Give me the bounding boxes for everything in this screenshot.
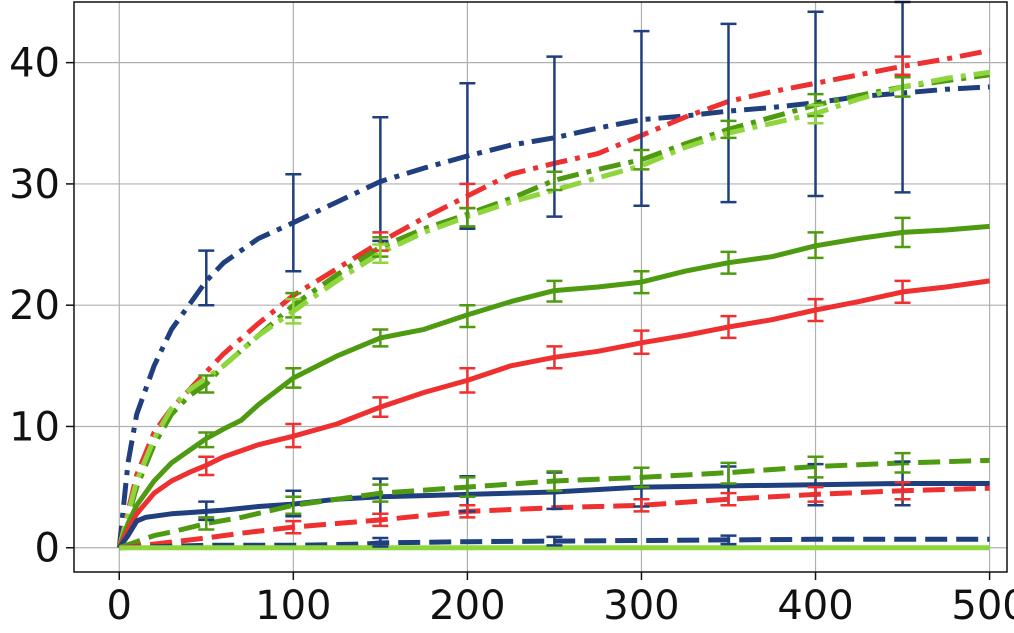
error-bar (198, 249, 215, 307)
error-bar (285, 422, 302, 449)
error-bar (198, 516, 215, 531)
plot-frame (73, 1, 1008, 573)
error-bar (720, 461, 737, 485)
error-bar (546, 345, 563, 370)
error-bar (894, 279, 911, 305)
error-bar (807, 103, 824, 125)
error-bar (720, 314, 737, 340)
error-bar (546, 535, 563, 547)
error-bar (198, 455, 215, 477)
series-line-0 (116, 84, 990, 548)
error-bar (285, 172, 302, 273)
error-bar (807, 455, 824, 479)
x-tick-label: 0 (107, 583, 132, 629)
error-bar (633, 148, 650, 171)
error-bar (372, 536, 389, 548)
series-line-5 (117, 278, 990, 549)
error-bar (459, 476, 476, 499)
error-bar (285, 297, 302, 325)
error-bar (459, 303, 476, 329)
y-tick-label: 40 (9, 41, 60, 87)
error-bar (459, 367, 476, 394)
error-bar (894, 216, 911, 249)
y-tick-label: 0 (35, 526, 60, 572)
error-bar (198, 431, 215, 449)
error-bar (372, 243, 389, 264)
error-bar (894, 451, 911, 474)
error-bar (546, 170, 563, 192)
error-bar (894, 55, 911, 77)
x-tick-label: 500 (951, 583, 1014, 629)
error-bar (633, 329, 650, 355)
error-bar (807, 231, 824, 260)
error-bar (633, 29, 650, 207)
axis-ticks: 0 100 200 300 400 500 0 10 20 30 40 (9, 41, 1014, 629)
error-bar (459, 206, 476, 228)
error-bar (198, 374, 215, 394)
error-bar (894, 75, 911, 98)
error-bar (720, 491, 737, 507)
grid-lines (74, 2, 1007, 572)
error-bar (807, 297, 824, 323)
error-bar (633, 466, 650, 489)
error-bar (459, 182, 476, 210)
error-bar (285, 367, 302, 389)
x-tick-label: 300 (603, 583, 679, 629)
error-bar (633, 269, 650, 295)
series-line-4 (116, 223, 990, 549)
error-bar (285, 495, 302, 516)
error-bar (459, 504, 476, 519)
y-tick-label: 30 (9, 162, 60, 208)
error-bar (372, 328, 389, 348)
error-bar (807, 485, 824, 503)
error-bar (720, 250, 737, 275)
error-bar (372, 483, 389, 503)
error-bar (372, 512, 389, 528)
error-bars (198, 0, 911, 548)
x-tick-label: 400 (777, 583, 853, 629)
error-bar (894, 481, 911, 501)
error-bar (546, 279, 563, 303)
y-tick-label: 20 (9, 283, 60, 329)
error-bar (633, 497, 650, 513)
y-tick-label: 10 (9, 404, 60, 450)
error-bar (720, 22, 737, 204)
error-bar (546, 470, 563, 492)
error-bar (720, 119, 737, 140)
error-bar (372, 396, 389, 419)
error-bar (285, 519, 302, 535)
x-tick-label: 200 (429, 583, 505, 629)
x-tick-label: 100 (255, 583, 331, 629)
error-bar (720, 534, 737, 546)
